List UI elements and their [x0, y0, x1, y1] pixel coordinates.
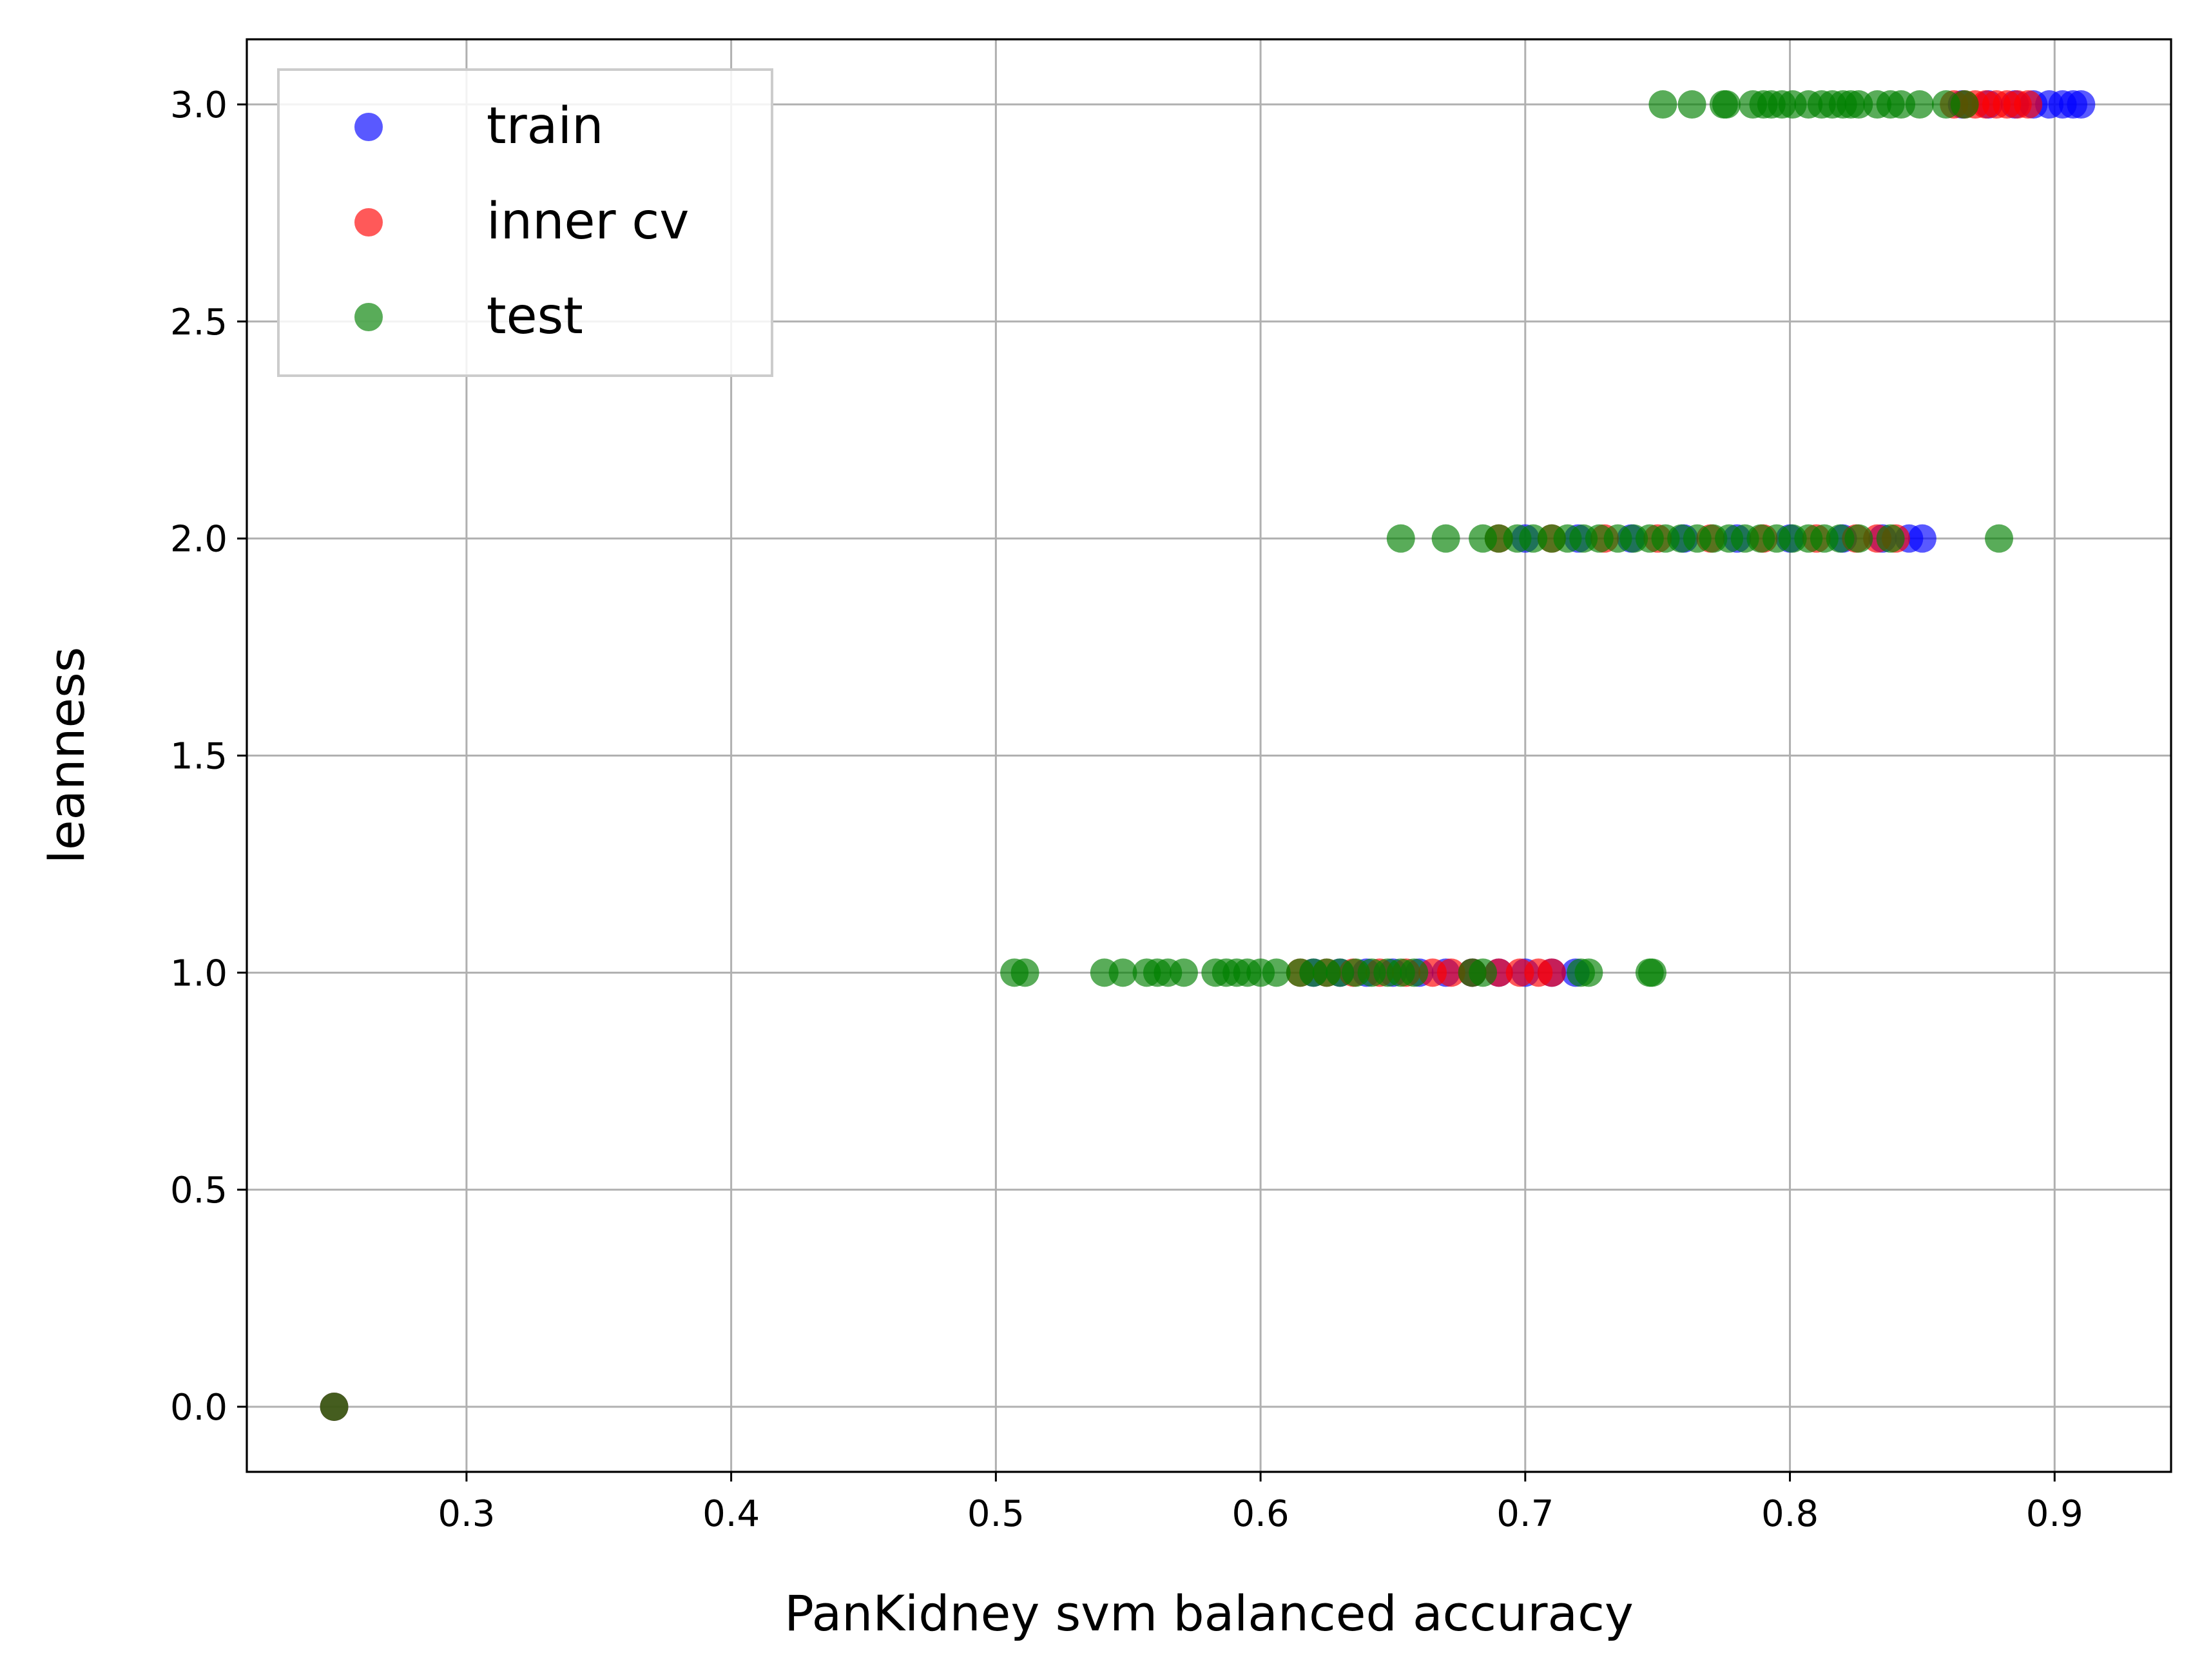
x-tick-label: 0.9	[2026, 1493, 2083, 1535]
inner-cv-point	[2014, 90, 2043, 119]
test-point	[1905, 90, 1934, 119]
x-tick-label: 0.8	[1761, 1493, 1819, 1535]
x-tick-label: 0.7	[1496, 1493, 1554, 1535]
x-tick-label: 0.6	[1232, 1493, 1289, 1535]
test-point	[1844, 524, 1873, 553]
train-point	[2067, 90, 2096, 119]
legend-marker-train	[354, 113, 383, 141]
test-point	[1950, 90, 1979, 119]
test-point	[1637, 958, 1666, 987]
legend-marker-test	[354, 303, 383, 331]
x-tick-label: 0.4	[702, 1493, 760, 1535]
legend-label-test: test	[487, 287, 583, 345]
test-point	[1985, 524, 2014, 553]
y-tick-label: 1.5	[170, 736, 227, 778]
y-tick-label: 2.5	[170, 302, 227, 343]
test-point	[1574, 958, 1603, 987]
x-axis-label: PanKidney svm balanced accuracy	[784, 1585, 1634, 1642]
test-point	[1108, 958, 1137, 987]
inner-cv-point	[1436, 958, 1465, 987]
series-test	[320, 90, 2014, 1421]
y-tick-label: 0.0	[170, 1387, 227, 1429]
test-point	[1386, 524, 1415, 553]
y-axis-label: leanness	[38, 647, 95, 864]
y-tick-label: 3.0	[170, 84, 227, 126]
test-point	[1400, 958, 1429, 987]
x-tick-label: 0.3	[438, 1493, 495, 1535]
test-point	[320, 1392, 349, 1421]
test-point	[1431, 524, 1460, 553]
legend-label-inner-cv: inner cv	[487, 193, 689, 251]
test-point	[1648, 90, 1677, 119]
test-point	[1677, 90, 1706, 119]
y-tick-label: 0.5	[170, 1170, 227, 1212]
inner-cv-point	[1537, 958, 1566, 987]
y-tick-label: 1.0	[170, 952, 227, 994]
legend-label-train: train	[487, 97, 604, 155]
test-point	[1469, 958, 1498, 987]
test-point	[1876, 524, 1905, 553]
data-points	[320, 90, 2096, 1421]
test-point	[1010, 958, 1039, 987]
test-point	[1169, 958, 1198, 987]
test-point	[1712, 90, 1741, 119]
test-point	[1262, 958, 1291, 987]
legend-marker-inner-cv	[354, 208, 383, 237]
x-tick-label: 0.5	[967, 1493, 1025, 1535]
axis-ticks: 0.3 0.4 0.5 0.6 0.7 0.8 0.9 0.0 0.5 1.0 1.5 2.0 2.5 3…	[170, 84, 2083, 1535]
y-tick-label: 2.0	[170, 519, 227, 561]
train-point	[1907, 524, 1936, 553]
legend: train inner cv test	[277, 68, 773, 377]
